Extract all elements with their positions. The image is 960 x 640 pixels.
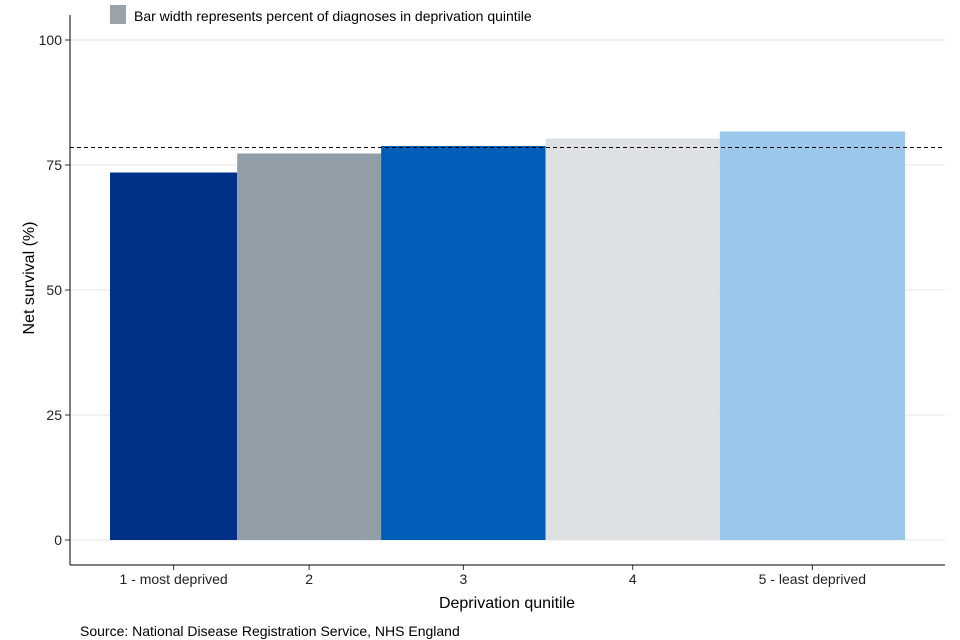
x-tick-label: 1 - most deprived xyxy=(120,571,228,587)
x-tick-label: 5 - least deprived xyxy=(759,571,866,587)
x-tick-labels: 1 - most deprived 2 3 4 5 - least deprived xyxy=(120,571,867,587)
axes xyxy=(65,15,945,570)
y-tick-label: 25 xyxy=(46,407,62,423)
x-tick-label: 4 xyxy=(629,571,637,587)
legend-swatch xyxy=(110,5,126,24)
legend-label: Bar width represents percent of diagnose… xyxy=(134,8,532,24)
x-tick-label: 2 xyxy=(305,571,313,587)
y-tick-label: 100 xyxy=(39,32,63,48)
bar-2 xyxy=(237,153,382,540)
bar-5 xyxy=(719,131,905,540)
y-tick-label: 0 xyxy=(54,532,62,548)
bar-1 xyxy=(110,172,238,540)
x-tick-label: 3 xyxy=(459,571,467,587)
source-note: Source: National Disease Registration Se… xyxy=(80,623,460,639)
y-tick-label: 50 xyxy=(46,282,62,298)
bar-4 xyxy=(545,138,720,540)
bars xyxy=(110,131,905,540)
legend: Bar width represents percent of diagnose… xyxy=(110,5,532,24)
y-tick-labels: 0 25 50 75 100 xyxy=(39,32,63,548)
bar-3 xyxy=(381,146,546,540)
x-axis-title: Deprivation qunitile xyxy=(439,595,575,612)
y-axis-title: Net survival (%) xyxy=(21,222,38,335)
y-tick-label: 75 xyxy=(46,157,62,173)
